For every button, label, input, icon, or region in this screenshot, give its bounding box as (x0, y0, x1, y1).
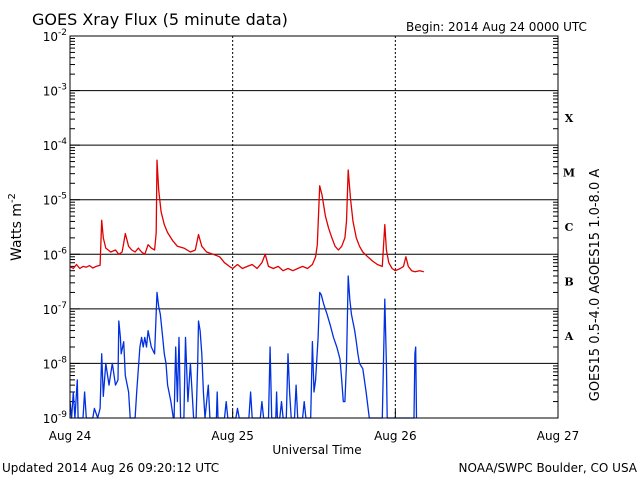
y-tick-label: 10-3 (43, 83, 67, 99)
y-tick-label: 10-2 (43, 28, 67, 44)
y-tick-label-exponent: -3 (58, 83, 67, 93)
y-tick-label-exponent: -6 (58, 246, 67, 256)
begin-time-label: Begin: 2014 Aug 24 0000 UTC (406, 20, 587, 34)
y-tick-label-base: 10 (43, 194, 58, 208)
y-tick-label-base: 10 (43, 248, 58, 262)
series-line-long-channel (69, 159, 424, 273)
x-tick-label: Aug 24 (49, 429, 92, 443)
y-tick-label: 10-9 (43, 410, 68, 426)
y-tick-label-base: 10 (43, 85, 58, 99)
series-legend-short: GOES15 0.5-4.0 A (588, 285, 603, 402)
y-tick-label: 10-5 (43, 192, 67, 208)
y-tick-label-base: 10 (43, 303, 58, 317)
series-legend-long: GOES15 1.0-8.0 A (588, 169, 603, 286)
gridlines (70, 36, 558, 418)
y-tick-label-exponent: -9 (58, 410, 67, 420)
svg-text:Watts m-2: Watts m-2 (7, 193, 25, 261)
y-tick-label: 10-7 (43, 301, 67, 317)
flare-class-label: B (564, 276, 573, 289)
y-axis-label-base: Watts m (9, 203, 25, 261)
x-tick-label: Aug 25 (211, 429, 254, 443)
legend-short-channel: GOES15 0.5-4.0 A (588, 285, 603, 402)
y-tick-label-exponent: -8 (58, 355, 67, 365)
y-tick-label-exponent: -2 (58, 28, 67, 38)
y-tick-label: 10-8 (43, 355, 68, 371)
legend-long-channel: GOES15 1.0-8.0 A (588, 169, 603, 286)
y-tick-label-exponent: -5 (58, 192, 67, 202)
flare-class-label: M (563, 166, 575, 179)
y-axis-label-exponent: -2 (7, 193, 18, 203)
y-tick-labels: 10-210-310-410-510-610-710-810-9 (43, 28, 68, 426)
flare-class-label: C (565, 221, 574, 234)
footer-updated: Updated 2014 Aug 26 09:20:12 UTC (2, 461, 219, 475)
y-tick-label-base: 10 (43, 139, 58, 153)
chart-title: GOES Xray Flux (5 minute data) (32, 10, 288, 29)
y-tick-label: 10-4 (43, 137, 68, 153)
y-axis-label: Watts m-2 (7, 193, 25, 261)
y-tick-label-base: 10 (43, 412, 58, 426)
flare-class-labels: X M C B A (563, 112, 575, 343)
x-tick-label: Aug 26 (374, 429, 417, 443)
y-tick-label-exponent: -4 (58, 137, 67, 147)
minor-ticks (70, 35, 558, 419)
y-tick-label-exponent: -7 (58, 301, 67, 311)
flare-class-label: A (564, 330, 574, 343)
y-tick-label-base: 10 (43, 357, 58, 371)
x-ticks: Aug 24 Aug 25 Aug 26 Aug 27 (49, 410, 580, 443)
x-tick-label: Aug 27 (537, 429, 580, 443)
y-tick-label-base: 10 (43, 30, 58, 44)
plot-frame (69, 35, 559, 419)
y-tick-label: 10-6 (43, 246, 68, 262)
x-axis-label: Universal Time (272, 443, 361, 457)
footer-credit: NOAA/SWPC Boulder, CO USA (459, 461, 638, 475)
flare-class-label: X (565, 112, 574, 125)
